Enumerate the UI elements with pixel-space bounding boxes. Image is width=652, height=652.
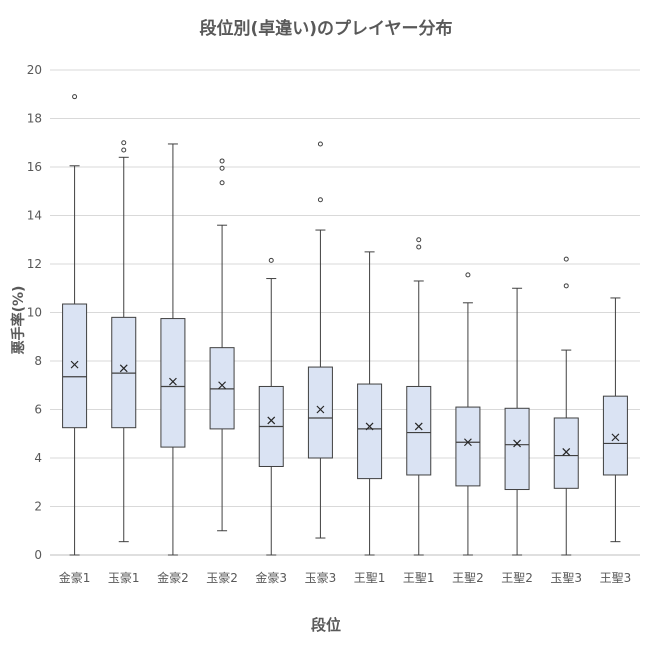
outlier-point	[563, 256, 569, 262]
outlier-point	[465, 272, 471, 278]
mean-marker	[562, 448, 571, 456]
box-iqr	[455, 406, 481, 487]
mean-marker	[414, 422, 423, 431]
mean-marker	[119, 364, 128, 373]
y-tick-label: 8	[34, 354, 42, 368]
x-tick-label: 金豪1	[59, 570, 91, 585]
y-tick-label: 14	[27, 209, 42, 223]
outlier-point	[416, 237, 422, 243]
outlier-point	[317, 197, 323, 203]
box-iqr	[602, 395, 628, 476]
outlier-point	[268, 257, 274, 263]
outlier-point	[219, 158, 225, 164]
box-7	[357, 251, 383, 556]
y-axis-title: 悪手率(%)	[11, 285, 27, 355]
box-3	[160, 143, 186, 556]
y-tick-label: 2	[34, 500, 42, 514]
x-tick-label: 金豪2	[157, 570, 189, 585]
box-8	[406, 237, 432, 556]
outlier-point	[72, 94, 78, 100]
outlier-point	[121, 147, 127, 153]
y-tick-label: 18	[27, 112, 42, 126]
mean-marker	[513, 439, 522, 448]
box-series	[62, 94, 628, 556]
y-tick-label: 12	[27, 257, 42, 271]
outlier-point	[219, 165, 225, 171]
x-tick-label: 王聖3	[600, 571, 632, 585]
box-iqr	[406, 385, 432, 476]
y-tick-label: 0	[34, 548, 42, 562]
chart-title: 段位別(卓違い)のプレイヤー分布	[199, 19, 453, 39]
x-tick-label: 玉豪1	[108, 570, 140, 585]
y-tick-label: 4	[34, 451, 42, 465]
outlier-point	[317, 141, 323, 147]
mean-marker	[463, 438, 472, 447]
y-tick-label: 10	[27, 306, 42, 320]
box-2	[111, 140, 137, 543]
gridlines	[50, 69, 640, 556]
mean-marker	[316, 405, 325, 414]
x-tick-label: 金豪3	[255, 570, 287, 585]
box-iqr	[357, 383, 383, 480]
x-tick-label: 王聖2	[501, 571, 533, 585]
box-12	[602, 297, 628, 543]
box-11	[553, 256, 579, 556]
mean-marker	[365, 422, 374, 431]
box-1	[62, 94, 88, 556]
x-tick-label: 王聖2	[452, 571, 484, 585]
outlier-point	[416, 244, 422, 250]
box-9	[455, 272, 481, 556]
y-tick-label: 6	[34, 403, 42, 417]
x-tick-label: 玉豪2	[206, 570, 238, 585]
y-tick-label: 20	[27, 63, 42, 77]
mean-marker	[267, 416, 276, 425]
x-axis-title: 段位	[310, 616, 341, 634]
mean-marker	[218, 381, 227, 390]
box-iqr	[307, 366, 333, 459]
mean-marker	[168, 377, 177, 386]
y-axis-ticks: 0 2 4 6 8 10 12 14 16 18 20	[27, 63, 42, 562]
outlier-point	[219, 180, 225, 186]
outlier-point	[121, 140, 127, 146]
box-iqr	[504, 407, 530, 491]
box-4	[209, 158, 235, 532]
box-10	[504, 287, 530, 556]
x-tick-label: 王聖1	[403, 571, 435, 585]
x-tick-label: 玉豪3	[305, 570, 337, 585]
mean-marker	[70, 360, 79, 369]
box-iqr	[160, 318, 186, 448]
box-6	[307, 141, 333, 539]
box-iqr	[111, 316, 137, 429]
x-axis-ticks: 金豪1 玉豪1 金豪2 玉豪2 金豪3 玉豪3 王聖1 王聖1 王聖2 王聖2 玉聖3 王聖3	[59, 570, 631, 585]
box-iqr	[209, 347, 235, 430]
x-tick-label: 玉聖3	[550, 571, 582, 585]
box-5	[258, 257, 284, 556]
y-tick-label: 16	[27, 160, 42, 174]
box-iqr	[553, 417, 579, 489]
box-iqr	[62, 303, 88, 429]
x-tick-label: 王聖1	[354, 571, 386, 585]
mean-marker	[611, 433, 620, 442]
outlier-point	[563, 283, 569, 289]
